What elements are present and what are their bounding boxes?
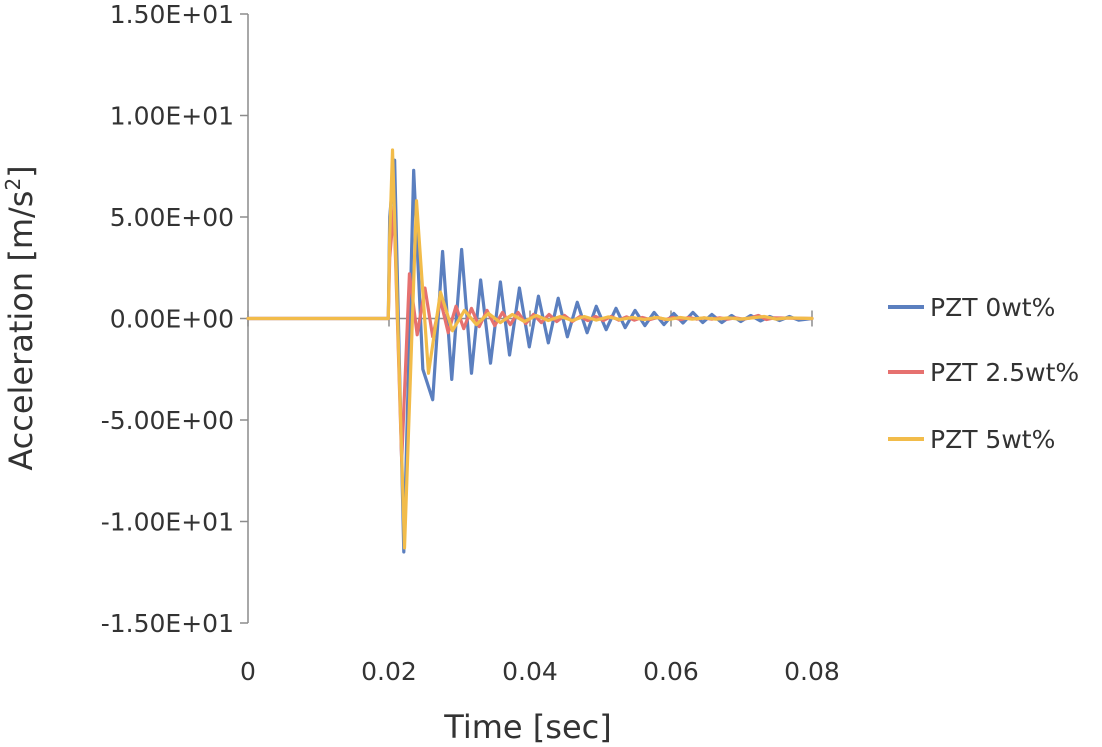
- series-line-0: [246, 158, 814, 554]
- legend: PZT 0wt% PZT 2.5wt% PZT 5wt%: [888, 293, 1079, 454]
- legend-label: PZT 0wt%: [930, 293, 1055, 322]
- x-axis-title: Time [sec]: [443, 708, 611, 746]
- legend-item: PZT 0wt%: [888, 293, 1055, 322]
- y-axis-title-superscript: 2: [1, 178, 25, 191]
- y-tick-label: 0.00E+00: [110, 305, 234, 334]
- y-axis-title-end: ]: [2, 165, 40, 177]
- y-axis-title-main: Acceleration [m/s: [2, 191, 40, 471]
- y-tick-label: 1.50E+01: [110, 0, 234, 29]
- legend-label: PZT 5wt%: [930, 425, 1055, 454]
- series-line-1: [246, 205, 814, 463]
- y-tick-label: 5.00E+00: [110, 203, 234, 232]
- x-tick-labels: 0 0.02 0.04 0.06 0.08: [240, 657, 840, 686]
- x-tick-label: 0.08: [784, 657, 840, 686]
- legend-label: PZT 2.5wt%: [930, 358, 1079, 387]
- x-tick-label: 0.02: [361, 657, 417, 686]
- y-axis-title: Acceleration [m/s2]: [1, 165, 40, 470]
- series-layer: [246, 148, 814, 554]
- legend-item: PZT 2.5wt%: [888, 358, 1079, 387]
- series-line-2: [246, 148, 814, 550]
- x-tick-label: 0.04: [502, 657, 558, 686]
- y-tick-label: -1.00E+01: [101, 508, 234, 537]
- legend-item: PZT 5wt%: [888, 425, 1055, 454]
- y-tick-labels: 1.50E+01 1.00E+01 5.00E+00 0.00E+00 -5.00E+0…: [101, 0, 234, 638]
- y-tick-label: -5.00E+00: [101, 406, 234, 435]
- x-tick-label: 0.06: [643, 657, 699, 686]
- y-tick-label: 1.00E+01: [110, 102, 234, 131]
- x-tick-label: 0: [240, 657, 256, 686]
- y-tick-label: -1.50E+01: [101, 609, 234, 638]
